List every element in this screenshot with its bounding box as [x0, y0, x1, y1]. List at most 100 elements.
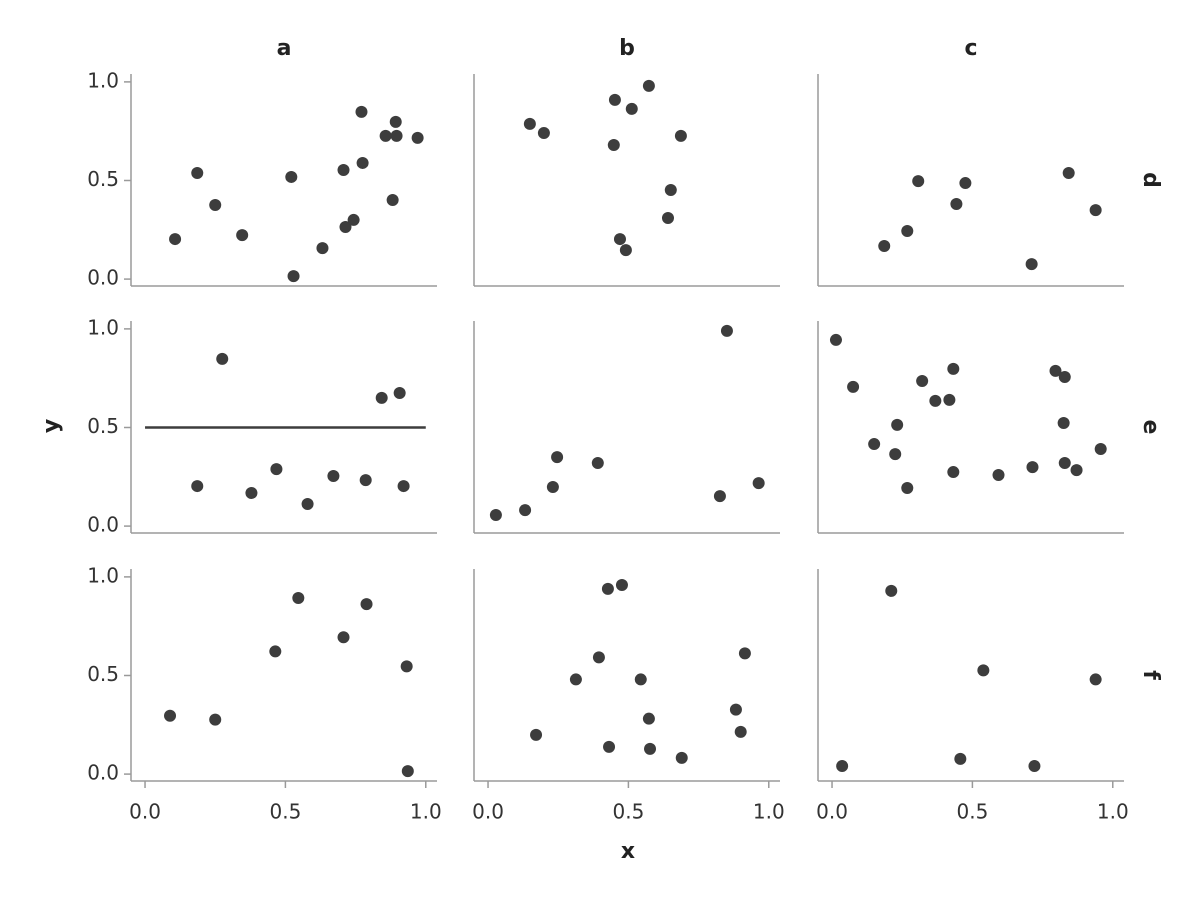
point: [551, 451, 564, 464]
x-tick-label: 1.0: [1097, 800, 1129, 824]
point: [901, 224, 914, 237]
point: [1049, 364, 1062, 377]
y-tick-label: 0.0: [87, 513, 119, 537]
point: [375, 391, 388, 404]
point: [360, 598, 373, 611]
point: [523, 117, 536, 130]
point: [386, 194, 399, 207]
point: [644, 742, 657, 755]
y-tick-label: 0.5: [87, 662, 119, 686]
point: [664, 183, 677, 196]
point: [868, 438, 881, 451]
point: [327, 470, 340, 483]
x-axis-title: x: [621, 839, 635, 864]
point: [642, 79, 655, 92]
x-tick-label: 0.0: [816, 800, 848, 824]
point: [1026, 461, 1039, 474]
point: [1070, 464, 1083, 477]
point: [379, 129, 392, 142]
point: [397, 480, 410, 493]
point: [738, 647, 751, 660]
point: [400, 660, 413, 673]
point: [236, 229, 249, 242]
point: [674, 129, 687, 142]
y-tick-label: 1.0: [87, 315, 119, 339]
point: [191, 480, 204, 493]
x-tick-label: 0.5: [269, 800, 301, 824]
row-label: f: [1138, 670, 1163, 680]
point: [1025, 258, 1038, 271]
point: [537, 126, 550, 139]
point: [169, 233, 182, 246]
point: [950, 197, 963, 210]
column-label: c: [964, 36, 977, 61]
point: [885, 584, 898, 597]
point: [847, 380, 860, 393]
point: [734, 725, 747, 738]
point: [954, 752, 967, 765]
point: [1062, 166, 1075, 179]
x-tick-label: 0.5: [612, 800, 644, 824]
point: [977, 664, 990, 677]
y-axis-title: y: [39, 419, 64, 433]
point: [619, 244, 632, 257]
point: [901, 482, 914, 495]
point: [301, 498, 314, 511]
point: [992, 469, 1005, 482]
point: [1058, 456, 1071, 469]
point: [947, 362, 960, 375]
point: [401, 765, 414, 778]
point: [269, 645, 282, 658]
point: [1089, 204, 1102, 217]
point: [608, 93, 621, 106]
point: [389, 115, 402, 128]
point: [601, 582, 614, 595]
point: [209, 198, 222, 211]
point: [355, 105, 368, 118]
point: [592, 651, 605, 664]
x-tick-label: 0.0: [129, 800, 161, 824]
point: [1028, 760, 1041, 773]
point: [625, 102, 638, 115]
point: [615, 578, 628, 591]
point: [675, 751, 688, 764]
point: [356, 156, 369, 169]
point: [191, 166, 204, 179]
point: [836, 760, 849, 773]
x-tick-label: 1.0: [410, 800, 442, 824]
point: [713, 490, 726, 503]
point: [390, 129, 403, 142]
y-tick-label: 0.5: [87, 167, 119, 191]
point: [347, 213, 360, 226]
point: [316, 242, 329, 255]
point: [720, 324, 733, 337]
point: [337, 631, 350, 644]
point: [546, 481, 559, 494]
point: [393, 386, 406, 399]
point: [959, 177, 972, 190]
point: [947, 466, 960, 479]
point: [829, 333, 842, 346]
point: [292, 591, 305, 604]
point: [216, 352, 229, 365]
point: [339, 221, 352, 234]
point: [929, 394, 942, 407]
x-tick-label: 0.0: [472, 800, 504, 824]
point: [634, 673, 647, 686]
point: [489, 509, 502, 522]
point: [891, 418, 904, 431]
point: [530, 728, 543, 741]
point: [337, 164, 350, 177]
row-label: e: [1138, 420, 1163, 435]
y-tick-label: 0.0: [87, 266, 119, 290]
point: [519, 504, 532, 517]
point: [642, 712, 655, 725]
point: [1094, 442, 1107, 455]
point: [1089, 673, 1102, 686]
point: [164, 709, 177, 722]
y-tick-label: 0.0: [87, 761, 119, 785]
point: [359, 474, 372, 487]
y-tick-label: 1.0: [87, 68, 119, 92]
point: [912, 175, 925, 188]
point: [1058, 371, 1071, 384]
